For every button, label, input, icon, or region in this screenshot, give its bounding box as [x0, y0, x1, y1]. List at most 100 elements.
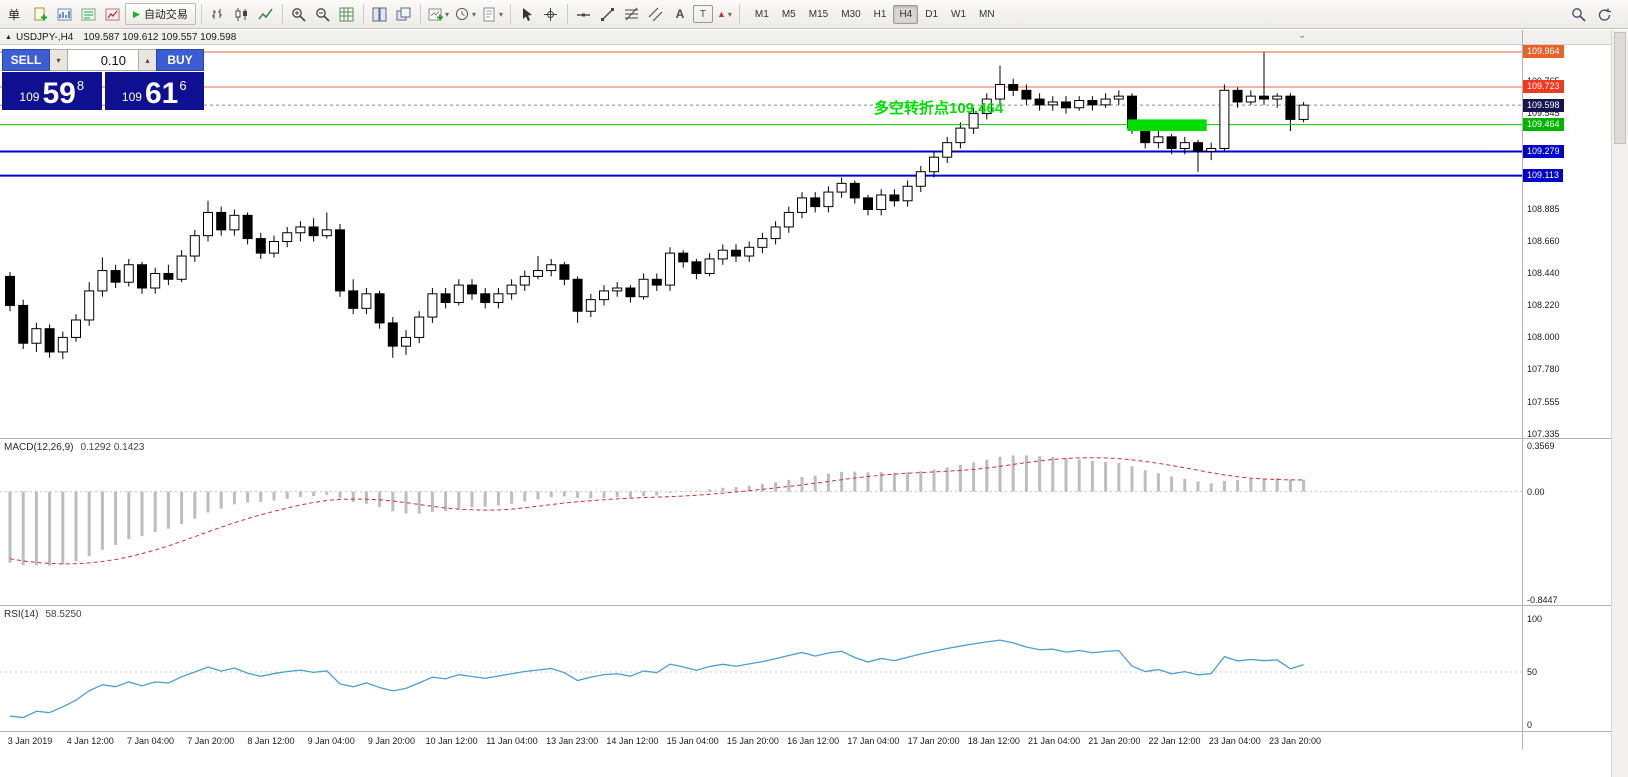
cascade-windows-icon[interactable]	[393, 3, 415, 25]
time-axis-label: 15 Jan 04:00	[666, 736, 719, 746]
toolbar-separator	[509, 4, 511, 24]
price-scale-label: 108.440	[1527, 268, 1560, 279]
macd-values: 0.1292 0.1423	[80, 442, 145, 453]
price-level-tag[interactable]: 109.598	[1523, 98, 1564, 112]
price-level-tag[interactable]: 109.279	[1523, 145, 1564, 159]
time-axis-label: 21 Jan 20:00	[1088, 736, 1141, 746]
autotrading-button[interactable]: ▶ 自动交易	[125, 3, 196, 25]
refresh-icon[interactable]	[1593, 3, 1615, 25]
candlestick-chart-icon[interactable]	[231, 3, 253, 25]
tf-m1-button[interactable]: M1	[749, 5, 775, 24]
buy-price-display[interactable]: 109 61 6	[104, 72, 204, 110]
price-chart-canvas[interactable]	[0, 46, 1522, 438]
price-level-tag[interactable]: 109.723	[1523, 80, 1564, 94]
price-scale-label: 108.000	[1527, 332, 1560, 343]
panel-separator	[0, 605, 1611, 606]
time-axis-label: 8 Jan 12:00	[247, 736, 295, 746]
play-icon: ▶	[133, 8, 140, 19]
time-axis-label: 13 Jan 23:00	[546, 736, 599, 746]
macd-scale-label: -0.8447	[1527, 595, 1558, 606]
rsi-value: 58.5250	[45, 609, 82, 620]
new-order-icon[interactable]	[29, 3, 51, 25]
sell-price-prefix: 109	[19, 90, 40, 104]
tf-m5-button[interactable]: M5	[776, 5, 802, 24]
cursor-icon[interactable]	[516, 3, 538, 25]
rsi-scale-label: 0	[1527, 720, 1533, 730]
lot-size-input[interactable]	[67, 49, 139, 71]
search-icon[interactable]	[1567, 3, 1589, 25]
crosshair-icon[interactable]	[540, 3, 562, 25]
tf-m15-button[interactable]: M15	[803, 5, 834, 24]
lot-decrease-button[interactable]: ▾	[50, 49, 67, 71]
collapse-triangle-icon[interactable]: ▲	[5, 33, 12, 41]
macd-scale-label: 0.3569	[1527, 440, 1555, 451]
time-axis-label: 18 Jan 12:00	[967, 736, 1020, 746]
time-axis-label: 9 Jan 20:00	[367, 736, 415, 746]
rsi-panel-canvas[interactable]	[0, 607, 1522, 731]
macd-panel-canvas[interactable]	[0, 440, 1522, 605]
price-level-tag[interactable]: 109.964	[1523, 45, 1564, 59]
buy-button[interactable]: BUY	[156, 49, 204, 71]
toolbar-separator	[281, 4, 283, 24]
channel-icon[interactable]	[645, 3, 667, 25]
add-indicator-button[interactable]: ▾	[426, 3, 451, 25]
time-axis-label: 16 Jan 12:00	[787, 736, 840, 746]
zoom-out-icon[interactable]	[312, 3, 334, 25]
time-axis-label: 4 Jan 12:00	[66, 736, 114, 746]
template-button[interactable]: ▾	[480, 3, 505, 25]
text-label-icon[interactable]: T	[692, 5, 713, 23]
toolbar-separator	[200, 4, 202, 24]
rsi-header: RSI(14) 58.5250	[4, 609, 82, 620]
price-scale-label: 107.335	[1527, 429, 1560, 440]
price-scale-label: 108.660	[1527, 236, 1560, 247]
sell-price-display[interactable]: 109 59 8	[2, 72, 102, 110]
pivot-annotation[interactable]: 多空转折点109.464	[874, 100, 1004, 117]
trade-panel-prices: 109 59 8 109 61 6	[2, 72, 204, 110]
bar-chart-icon[interactable]	[207, 3, 229, 25]
tf-h4-button[interactable]: H4	[893, 4, 919, 24]
time-axis-label: 15 Jan 20:00	[726, 736, 779, 746]
toolbar-left-label[interactable]: 单	[8, 7, 21, 22]
time-axis-label: 23 Jan 20:00	[1269, 736, 1322, 746]
tf-mn-button[interactable]: MN	[973, 5, 1001, 24]
line-chart-icon[interactable]	[255, 3, 277, 25]
time-axis-label: 7 Jan 04:00	[126, 736, 174, 746]
tile-windows-icon[interactable]	[369, 3, 391, 25]
sell-button[interactable]: SELL	[2, 49, 50, 71]
price-level-tag[interactable]: 109.113	[1523, 169, 1563, 183]
price-scale-label: 107.555	[1527, 397, 1560, 408]
indicators-grid-icon[interactable]	[336, 3, 358, 25]
zoom-in-icon[interactable]	[288, 3, 310, 25]
toolbar-separator	[362, 4, 364, 24]
buy-price-pips: 6	[179, 78, 187, 93]
macd-title: MACD(12,26,9)	[4, 442, 74, 453]
navigator-icon[interactable]	[101, 3, 123, 25]
trendline-icon[interactable]	[597, 3, 619, 25]
horizontal-line-icon[interactable]	[573, 3, 595, 25]
toolbar-separator	[738, 4, 740, 24]
price-level-tag[interactable]: 109.464	[1523, 118, 1564, 132]
arrows-button[interactable]: ▲ ▾	[715, 3, 734, 25]
market-watch-icon[interactable]	[53, 3, 75, 25]
scrollbar-thumb[interactable]	[1614, 32, 1626, 144]
tf-h1-button[interactable]: H1	[868, 5, 893, 24]
chart-symbol-title: USDJPY-,H4	[15, 31, 74, 43]
fibonacci-icon[interactable]	[621, 3, 643, 25]
chart-menu-chevron-icon[interactable]: ⌄	[1298, 30, 1307, 41]
text-icon[interactable]: A	[675, 7, 685, 21]
timeframe-group: M1 M5 M15 M30 H1 H4 D1 W1 MN	[749, 4, 1001, 24]
tf-w1-button[interactable]: W1	[945, 5, 972, 24]
sell-price-pips: 8	[76, 78, 85, 93]
macd-scale-label: 0.00	[1527, 486, 1545, 497]
time-axis-label: 9 Jan 04:00	[307, 736, 355, 746]
lot-increase-button[interactable]: ▴	[139, 49, 156, 71]
data-window-icon[interactable]	[77, 3, 99, 25]
time-axis-label: 23 Jan 04:00	[1208, 736, 1261, 746]
vertical-scrollbar[interactable]	[1611, 30, 1628, 777]
tf-d1-button[interactable]: D1	[919, 5, 944, 24]
time-axis-label: 3 Jan 2019	[7, 736, 53, 746]
time-axis-label: 17 Jan 20:00	[907, 736, 960, 746]
periods-button[interactable]: ▾	[453, 3, 478, 25]
tf-m30-button[interactable]: M30	[835, 5, 866, 24]
